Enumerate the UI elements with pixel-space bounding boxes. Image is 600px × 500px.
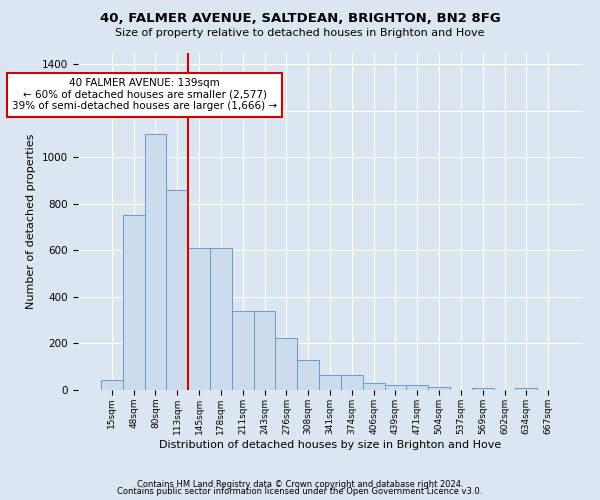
Text: Contains public sector information licensed under the Open Government Licence v3: Contains public sector information licen… <box>118 487 482 496</box>
Bar <box>428 387 450 390</box>
Bar <box>363 384 385 390</box>
Bar <box>319 375 341 390</box>
X-axis label: Distribution of detached houses by size in Brighton and Hove: Distribution of detached houses by size … <box>159 440 501 450</box>
Bar <box>254 311 275 390</box>
Bar <box>145 134 166 390</box>
Bar <box>123 216 145 390</box>
Bar <box>232 311 254 390</box>
Text: 40 FALMER AVENUE: 139sqm
← 60% of detached houses are smaller (2,577)
39% of sem: 40 FALMER AVENUE: 139sqm ← 60% of detach… <box>12 78 277 112</box>
Bar <box>341 375 363 390</box>
Bar <box>188 248 210 390</box>
Bar <box>385 385 406 390</box>
Text: 40, FALMER AVENUE, SALTDEAN, BRIGHTON, BN2 8FG: 40, FALMER AVENUE, SALTDEAN, BRIGHTON, B… <box>100 12 500 26</box>
Bar <box>166 190 188 390</box>
Text: Contains HM Land Registry data © Crown copyright and database right 2024.: Contains HM Land Registry data © Crown c… <box>137 480 463 489</box>
Y-axis label: Number of detached properties: Number of detached properties <box>26 134 37 309</box>
Bar <box>515 388 537 390</box>
Bar <box>297 360 319 390</box>
Bar <box>101 380 123 390</box>
Bar <box>275 338 297 390</box>
Text: Size of property relative to detached houses in Brighton and Hove: Size of property relative to detached ho… <box>115 28 485 38</box>
Bar <box>472 388 494 390</box>
Bar <box>210 248 232 390</box>
Bar <box>406 386 428 390</box>
